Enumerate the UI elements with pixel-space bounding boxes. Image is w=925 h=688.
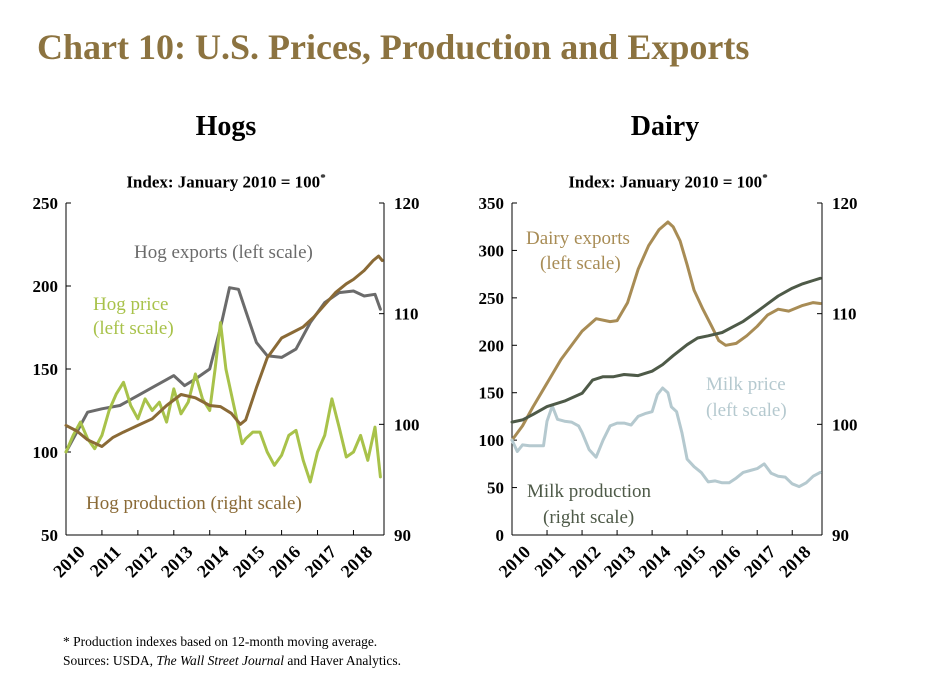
- milk-production-scale-label: (right scale): [543, 507, 634, 528]
- dairy-x-tick-label: 2017: [740, 542, 780, 582]
- hogs-x-tick-label: 2018: [337, 542, 377, 582]
- dairy-right-tick-label: 120: [832, 194, 858, 213]
- dairy-left-tick-label: 250: [479, 289, 505, 308]
- hogs-left-tick-label: 100: [33, 443, 59, 462]
- hogs-hog-exports-line: [64, 286, 382, 454]
- sources-italic: The Wall Street Journal: [156, 653, 284, 668]
- footnote-sources: Sources: USDA, The Wall Street Journal a…: [63, 651, 401, 670]
- hogs-x-tick-label: 2014: [193, 542, 233, 582]
- dairy-index-subtitle: Index: January 2010 = 100*: [508, 172, 828, 193]
- dairy-left-tick-label: 0: [496, 526, 505, 545]
- hogs-chart: 5010015020025090100110120201020112012201…: [33, 194, 420, 581]
- hogs-x-tick-label: 2017: [301, 542, 341, 582]
- dairy-x-tick-label: 2015: [670, 542, 710, 582]
- hogs-x-tick-label: 2013: [157, 542, 197, 582]
- dairy-right-tick-label: 90: [832, 526, 849, 545]
- dairy-right-tick-label: 110: [832, 305, 857, 324]
- hogs-subtitle-mark: *: [320, 172, 326, 184]
- dairy-exports-label: Dairy exports: [526, 228, 630, 249]
- dairy-chart: 0 50 100 150 200 250 300 350 90 100 110 120 20102011…: [479, 194, 858, 581]
- dairy-left-tick-label: 350: [479, 194, 505, 213]
- hogs-right-tick-label: 90: [394, 526, 411, 545]
- dairy-milk-production-line: [510, 276, 822, 424]
- hogs-index-subtitle-text: Index: January 2010 = 100: [126, 172, 321, 192]
- dairy-x-tick-label: 2010: [495, 542, 535, 582]
- footnote-production: * Production indexes based on 12-month m…: [63, 634, 378, 649]
- footnotes: * Production indexes based on 12-month m…: [63, 632, 401, 670]
- hogs-right-tick-label: 120: [394, 194, 420, 213]
- dairy-left-tick-label: 200: [479, 336, 505, 355]
- dairy-right-tick-label: 100: [832, 415, 858, 434]
- dairy-left-tick-label: 150: [479, 384, 505, 403]
- hogs-left-tick-label: 50: [41, 526, 58, 545]
- dairy-x-tick-label: 2013: [600, 542, 640, 582]
- dairy-x-tick-label: 2018: [775, 542, 815, 582]
- dairy-left-tick-label: 100: [479, 431, 505, 450]
- hogs-left-tick-label: 250: [33, 194, 59, 213]
- dairy-dairy-exports-line: [510, 220, 822, 442]
- hog-price-scale-label: (left scale): [93, 318, 174, 339]
- hogs-hog-price-line: [64, 321, 382, 484]
- hogs-left-tick-label: 200: [33, 277, 59, 296]
- dairy-subtitle-mark: *: [762, 172, 768, 184]
- dairy-x-tick-label: 2011: [530, 542, 569, 581]
- dairy-milk-price-line: [510, 386, 822, 489]
- milk-price-label: Milk price: [706, 374, 786, 395]
- hogs-x-tick-label: 2016: [265, 542, 305, 582]
- dairy-panel-title: Dairy: [630, 111, 700, 142]
- hog-production-label: Hog production (right scale): [86, 493, 302, 514]
- hogs-x-tick-label: 2012: [121, 542, 161, 582]
- dairy-exports-scale-label: (left scale): [540, 253, 621, 274]
- dairy-left-tick-label: 50: [487, 479, 504, 498]
- hogs-index-subtitle: Index: January 2010 = 100*: [66, 172, 386, 193]
- hogs-panel-title: Hogs: [195, 111, 257, 142]
- hogs-right-tick-label: 100: [394, 415, 420, 434]
- sources-suffix: and Haver Analytics.: [284, 653, 401, 668]
- hog-price-label: Hog price: [93, 294, 168, 315]
- milk-production-label: Milk production: [527, 481, 652, 502]
- dairy-x-tick-label: 2014: [635, 542, 675, 582]
- page-title: Chart 10: U.S. Prices, Production and Ex…: [37, 27, 750, 67]
- hogs-left-tick-label: 150: [33, 360, 59, 379]
- sources-prefix: Sources: USDA,: [63, 653, 157, 668]
- dairy-index-subtitle-text: Index: January 2010 = 100: [568, 172, 763, 192]
- hogs-x-tick-label: 2011: [86, 542, 125, 581]
- milk-price-scale-label: (left scale): [706, 400, 787, 421]
- hogs-x-tick-label: 2010: [49, 542, 89, 582]
- hogs-right-tick-label: 110: [394, 305, 419, 324]
- hog-exports-label: Hog exports (left scale): [134, 242, 313, 263]
- dairy-x-tick-label: 2016: [705, 542, 745, 582]
- dairy-x-tick-label: 2012: [565, 542, 605, 582]
- dairy-left-tick-label: 300: [479, 241, 505, 260]
- hogs-x-tick-label: 2015: [229, 542, 269, 582]
- hogs-hog-production-line: [64, 254, 384, 448]
